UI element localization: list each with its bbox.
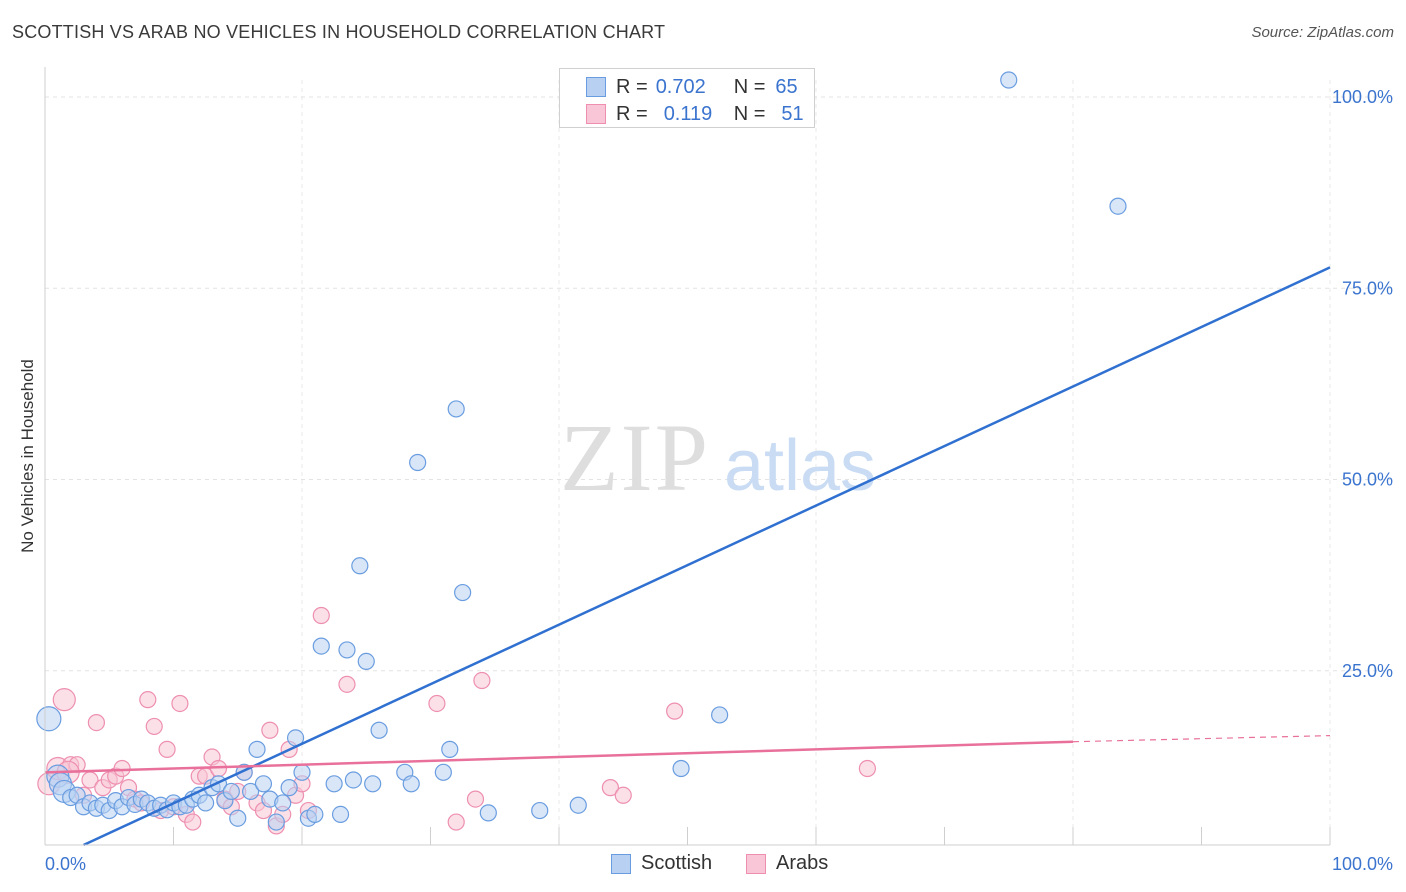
watermark: ZIP atlas xyxy=(560,404,876,511)
series-legend: Scottish Arabs xyxy=(0,852,1406,878)
point-arabs xyxy=(87,713,106,732)
point-scottish xyxy=(409,453,427,472)
point-scottish xyxy=(531,801,549,820)
point-arabs xyxy=(184,813,202,831)
point-scottish xyxy=(479,804,497,822)
x-tick-label: 100.0% xyxy=(1332,854,1393,874)
point-arabs xyxy=(261,721,279,739)
point-scottish xyxy=(222,782,240,801)
y-tick-label: 25.0% xyxy=(1342,661,1393,681)
point-scottish xyxy=(402,775,420,793)
point-arabs xyxy=(666,702,684,720)
point-arabs xyxy=(52,688,76,712)
point-scottish xyxy=(280,779,298,797)
point-scottish xyxy=(351,557,369,575)
legend-row-scottish: R = 0.702 N = 65 xyxy=(586,74,798,100)
point-arabs xyxy=(158,740,176,758)
legend-r-value-scottish: 0.702 xyxy=(655,75,706,98)
trend-line-arabs xyxy=(44,740,1074,774)
correlation-legend: R = 0.702 N = 65 R = 0.119 N = 51 xyxy=(559,68,815,128)
point-arabs xyxy=(338,675,356,693)
legend-label-arabs: Arabs xyxy=(776,852,829,874)
point-scottish xyxy=(454,583,472,602)
y-tick-label: 50.0% xyxy=(1342,470,1393,490)
y-tick-label: 75.0% xyxy=(1342,278,1393,298)
point-scottish xyxy=(306,805,324,824)
point-scottish xyxy=(267,813,285,831)
point-scottish xyxy=(434,763,452,781)
point-scottish xyxy=(248,740,266,758)
point-arabs xyxy=(858,759,877,778)
legend-n-label: N = xyxy=(733,102,766,125)
trend-line-arabs-extension xyxy=(1072,735,1331,743)
point-arabs xyxy=(614,786,632,804)
point-arabs xyxy=(139,691,157,709)
point-scottish xyxy=(242,782,260,801)
source-label: Source: ZipAtlas.com xyxy=(1251,24,1394,41)
point-scottish xyxy=(447,400,465,418)
point-scottish xyxy=(229,809,247,827)
point-scottish xyxy=(36,706,62,732)
point-scottish xyxy=(370,721,388,739)
legend-swatch-scottish xyxy=(586,77,606,97)
axes: 25.0% 50.0% 75.0% 100.0% 0.0% 100.0% xyxy=(44,67,1393,874)
point-arabs xyxy=(428,694,446,713)
legend-n-value-scottish: 65 xyxy=(775,75,798,98)
trend-lines xyxy=(44,266,1331,847)
legend-r-value-arabs: 0.119 xyxy=(663,102,713,125)
point-scottish xyxy=(331,805,350,824)
legend-r-label: R = xyxy=(616,102,648,125)
point-scottish xyxy=(441,740,459,758)
legend-r-label: R = xyxy=(616,75,648,98)
x-tick-label: 0.0% xyxy=(45,854,86,874)
watermark-atlas: atlas xyxy=(724,426,876,506)
point-scottish xyxy=(1000,71,1018,89)
point-arabs xyxy=(171,694,189,713)
legend-item-arabs[interactable]: Arabs xyxy=(746,852,828,875)
point-scottish xyxy=(338,641,356,659)
legend-swatch-arabs xyxy=(746,853,766,874)
point-arabs xyxy=(473,671,491,690)
legend-swatch-arabs xyxy=(586,104,606,124)
grid-lines xyxy=(45,80,1392,845)
point-scottish xyxy=(569,796,587,814)
point-scottish xyxy=(197,794,215,812)
chart-title: SCOTTISH VS ARAB NO VEHICLES IN HOUSEHOL… xyxy=(12,22,666,42)
point-scottish xyxy=(312,637,330,655)
point-scottish xyxy=(254,775,273,793)
point-arabs xyxy=(466,790,485,808)
point-scottish xyxy=(293,763,311,781)
point-scottish xyxy=(672,759,690,778)
legend-label-scottish: Scottish xyxy=(641,852,713,874)
point-scottish xyxy=(711,706,729,724)
y-tick-label: 100.0% xyxy=(1332,87,1393,107)
legend-row-arabs: R = 0.119 N = 51 xyxy=(586,101,804,127)
point-scottish xyxy=(344,771,362,789)
point-arabs xyxy=(312,606,330,625)
point-arabs xyxy=(145,717,163,736)
point-arabs xyxy=(601,779,620,797)
point-arabs xyxy=(447,813,465,831)
point-scottish xyxy=(274,794,292,812)
point-arabs xyxy=(113,759,131,778)
trend-line-scottish xyxy=(83,266,1331,847)
point-scottish xyxy=(357,652,375,671)
watermark-zip: ZIP xyxy=(560,404,710,511)
y-axis-label: No Vehicles in Household xyxy=(18,359,37,553)
point-scottish xyxy=(1109,197,1127,215)
point-scottish xyxy=(364,775,382,793)
legend-item-scottish[interactable]: Scottish xyxy=(611,852,712,875)
legend-n-value-arabs: 51 xyxy=(781,102,804,125)
legend-swatch-scottish xyxy=(611,853,631,874)
point-scottish xyxy=(325,775,343,793)
legend-n-label: N = xyxy=(733,75,766,98)
